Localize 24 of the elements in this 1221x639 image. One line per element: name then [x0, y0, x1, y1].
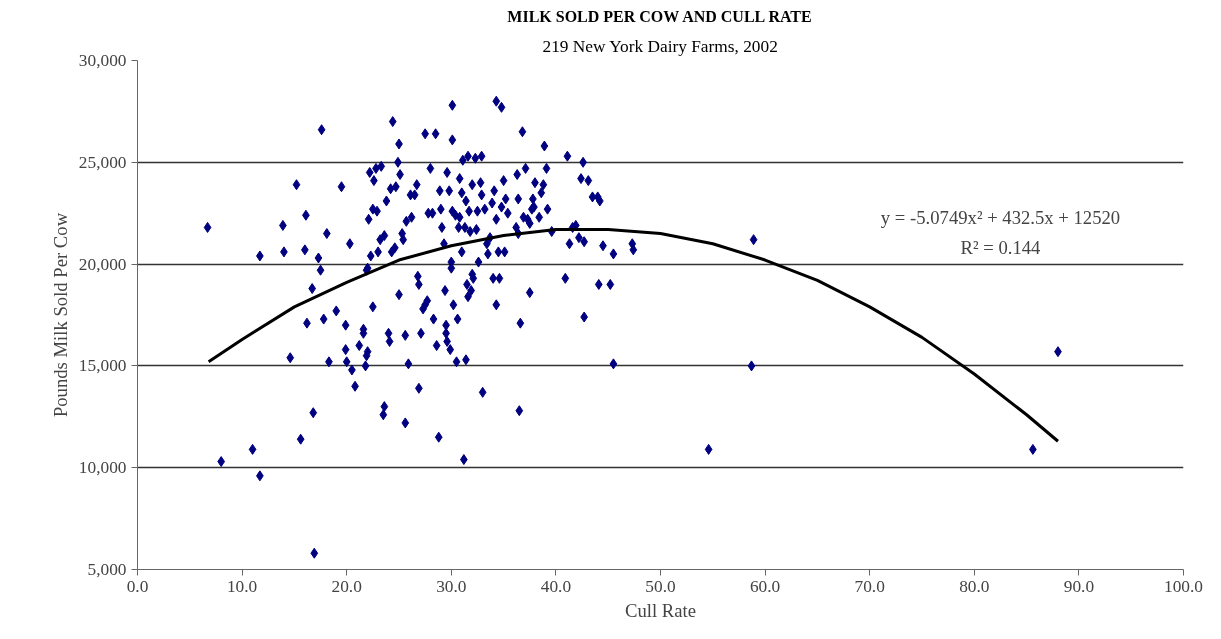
x-tick-label: 0.0 — [126, 576, 149, 596]
y-tick-label: 5,000 — [87, 560, 127, 579]
x-tick-label: 30.0 — [436, 576, 467, 596]
annotation: R² = 0.144 — [960, 237, 1042, 258]
y-tick-label: 20,000 — [78, 254, 127, 274]
x-tick-label: 20.0 — [331, 576, 362, 596]
x-tick-label: 70.0 — [854, 576, 885, 596]
x-tick-label: 40.0 — [540, 576, 572, 596]
annotation: y = -5.0749x² + 432.5x + 12520 — [880, 207, 1121, 228]
x-tick-label: 10.0 — [226, 576, 258, 596]
y-tick-label: 10,000 — [78, 458, 127, 478]
y-tick-label: 15,000 — [78, 356, 127, 376]
x-tick-label: 90.0 — [1063, 576, 1095, 596]
chart-subtitle: 219 New York Dairy Farms, 2002 — [542, 36, 778, 56]
y-axis-title: Pounds Milk Sold Per Cow — [49, 212, 71, 418]
x-tick-label: 80.0 — [959, 576, 990, 596]
x-tick-label: 100.0 — [1164, 576, 1204, 596]
x-tick-label: 50.0 — [645, 576, 676, 596]
y-tick-label: 30,000 — [78, 51, 127, 70]
y-tick-label: 25,000 — [78, 152, 127, 172]
line-series — [207, 227, 1060, 443]
x-axis-title: Cull Rate — [625, 599, 696, 621]
x-tick-label: 60.0 — [749, 576, 781, 596]
chart-title: MILK SOLD PER COW AND CULL RATE — [507, 7, 812, 25]
